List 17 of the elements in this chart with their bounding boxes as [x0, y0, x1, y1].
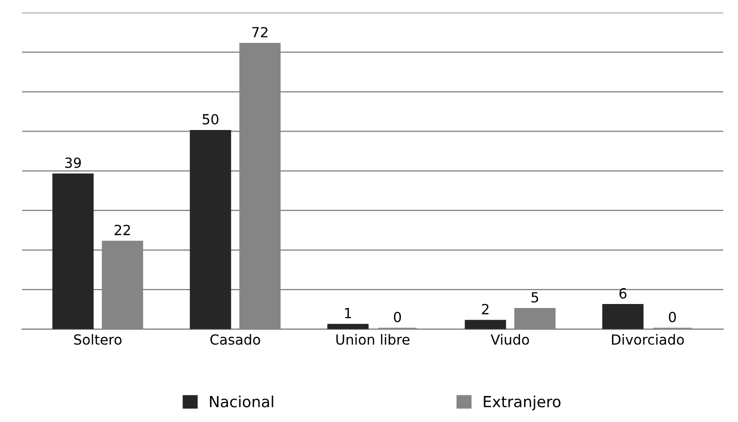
data-label: 50 [202, 114, 218, 124]
x-tick-label: Divorciado [612, 334, 684, 345]
legend-label: Nacional [210, 396, 274, 408]
data-label: 2 [482, 304, 488, 314]
data-label: 0 [394, 312, 401, 322]
x-tick-label: Union libre [336, 334, 410, 345]
x-tick-label: Casado [210, 334, 260, 345]
data-label: 5 [532, 292, 538, 303]
legend-label: Extranjero [484, 396, 560, 410]
data-label: 1 [345, 308, 352, 318]
x-tick-label: Soltero [74, 334, 122, 345]
data-label: 6 [619, 288, 626, 299]
data-label: 39 [65, 158, 81, 168]
data-label: 0 [668, 312, 676, 322]
x-tick-label: Viudo [490, 334, 529, 345]
data-label: 72 [252, 26, 268, 38]
data-label: 22 [114, 224, 130, 236]
